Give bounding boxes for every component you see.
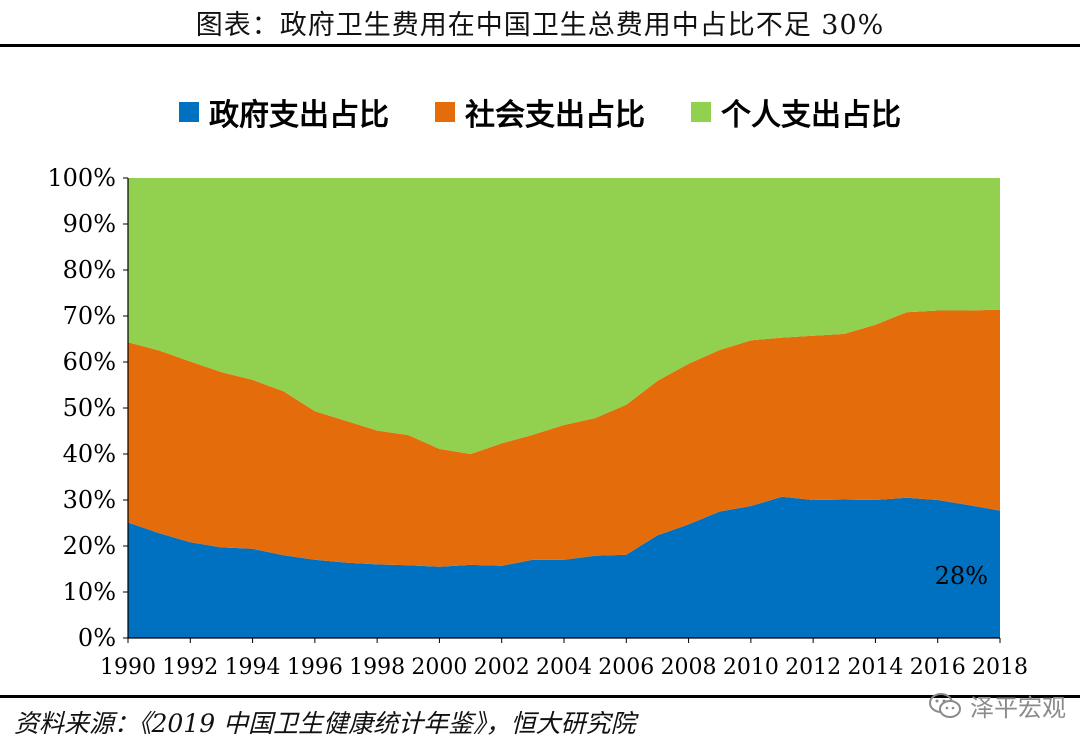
legend: 政府支出占比 社会支出占比 个人支出占比 bbox=[0, 90, 1080, 134]
y-tick-label: 70% bbox=[63, 302, 116, 330]
x-tick-label: 2002 bbox=[474, 655, 530, 680]
legend-label-personal: 个人支出占比 bbox=[721, 98, 901, 133]
x-tick-label: 2008 bbox=[661, 655, 717, 680]
footer-rule bbox=[0, 695, 1080, 698]
y-tick-label: 20% bbox=[63, 532, 116, 560]
title-bar: 图表：政府卫生费用在中国卫生总费用中占比不足 30% bbox=[0, 0, 1080, 44]
legend-swatch-personal bbox=[691, 102, 711, 122]
x-tick-label: 2012 bbox=[785, 655, 841, 680]
x-tick-label: 1996 bbox=[287, 655, 343, 680]
area-series-1 bbox=[128, 496, 1000, 638]
legend-item-government: 政府支出占比 bbox=[179, 90, 389, 134]
y-tick-label: 90% bbox=[63, 210, 116, 238]
legend-swatch-government bbox=[179, 102, 199, 122]
x-tick-label: 1998 bbox=[349, 655, 405, 680]
x-tick-label: 2018 bbox=[972, 655, 1028, 680]
legend-label-social: 社会支出占比 bbox=[465, 98, 645, 133]
source-note: 资料来源：《2019 中国卫生健康统计年鉴》，恒大研究院 bbox=[14, 709, 636, 738]
legend-item-social: 社会支出占比 bbox=[435, 90, 645, 134]
wechat-icon bbox=[929, 692, 961, 718]
x-tick-label: 2010 bbox=[723, 655, 779, 680]
x-tick-label: 1990 bbox=[100, 655, 156, 680]
y-tick-label: 30% bbox=[63, 486, 116, 514]
x-tick-label: 2006 bbox=[598, 655, 654, 680]
x-tick-label: 2016 bbox=[910, 655, 966, 680]
title-rule bbox=[0, 44, 1080, 47]
y-tick-label: 100% bbox=[47, 164, 116, 192]
x-tick-label: 2014 bbox=[847, 655, 903, 680]
y-tick-label: 50% bbox=[63, 394, 116, 422]
x-tick-label: 1994 bbox=[225, 655, 281, 680]
y-tick-label: 0% bbox=[78, 624, 116, 652]
x-tick-label: 2000 bbox=[411, 655, 467, 680]
watermark-label: 泽平宏观 bbox=[970, 694, 1066, 722]
legend-item-personal: 个人支出占比 bbox=[691, 90, 901, 134]
y-tick-label: 80% bbox=[63, 256, 116, 284]
y-tick-label: 10% bbox=[63, 578, 116, 606]
y-tick-label: 60% bbox=[63, 348, 116, 376]
x-tick-label: 1992 bbox=[162, 655, 218, 680]
legend-swatch-social bbox=[435, 102, 455, 122]
x-tick-label: 2004 bbox=[536, 655, 592, 680]
stacked-area-chart: 0%10%20%30%40%50%60%70%80%90%100%1990 199… bbox=[47, 164, 1028, 680]
area-series-3 bbox=[128, 178, 1000, 454]
legend-label-government: 政府支出占比 bbox=[209, 98, 389, 133]
watermark: 泽平宏观 bbox=[928, 688, 1066, 723]
y-tick-label: 40% bbox=[63, 440, 116, 468]
data-label-annotation: 28% bbox=[935, 562, 988, 590]
area-series-2 bbox=[128, 309, 1000, 567]
chart-title: 图表：政府卫生费用在中国卫生总费用中占比不足 30% bbox=[195, 9, 885, 41]
